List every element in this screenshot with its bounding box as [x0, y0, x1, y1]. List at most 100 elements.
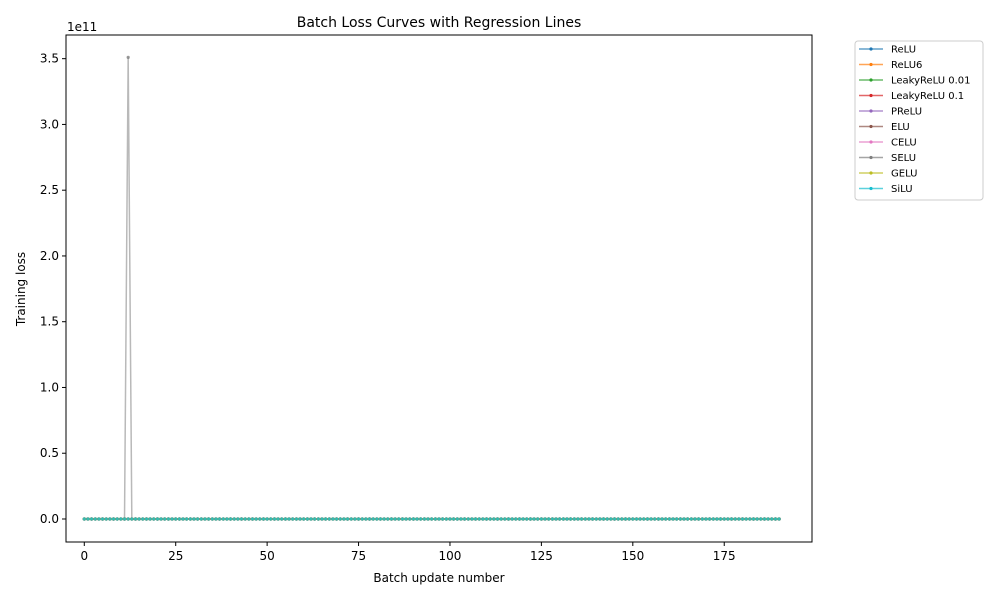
data-point	[539, 517, 543, 521]
data-point	[576, 517, 580, 521]
data-point	[594, 517, 598, 521]
data-point	[718, 517, 723, 521]
y-tick-label: 1.5	[40, 315, 59, 329]
data-point	[601, 517, 606, 521]
data-point	[335, 517, 339, 521]
data-point	[561, 517, 565, 521]
data-point	[367, 517, 372, 521]
data-point	[759, 517, 763, 521]
data-point	[612, 517, 617, 521]
data-point	[152, 517, 156, 521]
data-point	[119, 517, 123, 521]
legend-marker	[869, 109, 873, 113]
data-point	[389, 517, 394, 521]
data-point	[547, 517, 551, 521]
data-point	[378, 517, 383, 521]
data-point	[433, 517, 437, 521]
data-point	[247, 517, 251, 521]
legend: ReLU ReLU6 LeakyReLU 0.01 LeakyReLU 0.1 PReL…	[854, 40, 984, 201]
data-point	[133, 517, 138, 521]
data-point	[82, 517, 86, 521]
y-scale-label: 1e11	[67, 20, 97, 34]
data-point	[569, 517, 573, 521]
data-point	[305, 517, 309, 521]
data-point	[645, 517, 650, 521]
data-point	[393, 517, 397, 521]
y-axis-label: Training loss	[14, 252, 28, 327]
x-tick-label: 50	[259, 549, 274, 563]
x-tick-label: 175	[713, 549, 736, 563]
data-point	[452, 517, 456, 521]
data-point	[170, 517, 174, 521]
data-point	[272, 517, 277, 521]
data-point	[104, 517, 108, 521]
y-tick-label: 2.0	[40, 249, 59, 263]
data-point	[441, 517, 445, 521]
data-point	[232, 517, 236, 521]
data-point	[430, 517, 434, 521]
data-point	[463, 517, 467, 521]
data-point	[327, 517, 331, 521]
data-point	[671, 517, 675, 521]
legend-box	[854, 40, 984, 201]
data-point	[748, 517, 752, 521]
data-point	[667, 517, 671, 521]
data-point	[115, 517, 119, 521]
data-point	[320, 517, 324, 521]
data-point	[700, 517, 704, 521]
data-point	[265, 517, 269, 521]
data-point	[163, 517, 167, 521]
data-point	[404, 517, 408, 521]
data-point	[338, 517, 342, 521]
data-point	[448, 517, 452, 521]
data-point	[678, 517, 682, 521]
data-point	[766, 517, 770, 521]
data-point	[203, 517, 207, 521]
legend-marker	[869, 171, 873, 175]
data-point	[737, 517, 741, 521]
data-point	[141, 517, 145, 521]
y-tick-label: 0.5	[40, 446, 59, 460]
data-point	[371, 517, 375, 521]
data-point	[298, 517, 302, 521]
y-tick-label: 3.5	[40, 52, 59, 66]
data-point	[729, 517, 734, 521]
data-point	[587, 517, 591, 521]
data-point	[144, 517, 149, 521]
data-point	[675, 517, 679, 521]
legend-marker	[869, 124, 873, 129]
data-point	[459, 517, 463, 521]
data-point	[580, 517, 584, 521]
data-point	[697, 517, 701, 521]
data-point	[583, 517, 587, 521]
data-point	[620, 517, 624, 521]
data-point	[543, 517, 547, 521]
x-tick-label: 75	[351, 549, 366, 563]
legend-label: ReLU	[891, 45, 916, 56]
data-point	[148, 517, 152, 521]
data-point	[755, 517, 759, 521]
x-tick-label: 0	[80, 549, 88, 563]
data-point	[236, 517, 240, 521]
data-point	[408, 517, 412, 521]
data-point	[324, 517, 328, 521]
data-point	[590, 517, 595, 521]
data-point	[715, 517, 719, 521]
data-point	[250, 517, 255, 521]
data-point	[254, 517, 258, 521]
data-point	[484, 517, 489, 521]
data-point	[207, 517, 211, 521]
data-point	[349, 517, 353, 521]
data-point	[506, 517, 511, 521]
data-point	[693, 517, 697, 521]
legend-label: ELU	[891, 122, 910, 133]
data-point	[126, 55, 130, 59]
data-point	[199, 517, 203, 521]
data-point	[773, 517, 778, 521]
data-point	[181, 517, 185, 521]
data-point	[188, 517, 192, 521]
x-tick-label: 150	[621, 549, 644, 563]
data-point	[510, 517, 514, 521]
data-point	[100, 517, 105, 521]
